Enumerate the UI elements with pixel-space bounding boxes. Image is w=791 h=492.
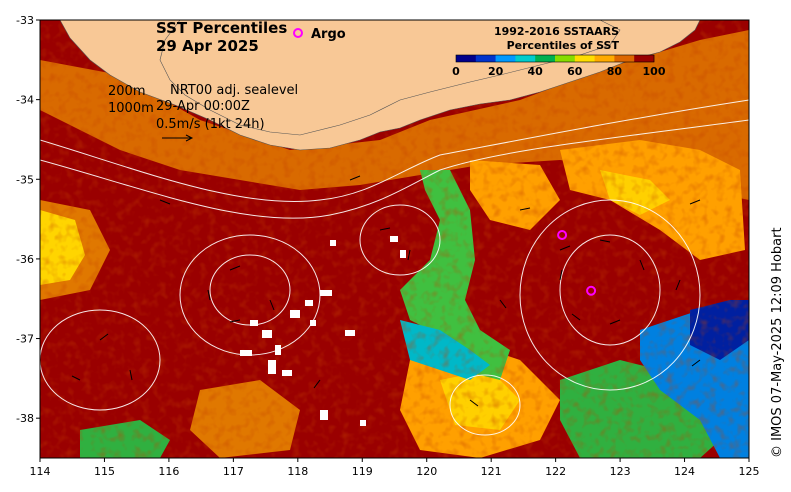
colorbar-frame xyxy=(455,54,655,63)
y-tick-label: -34 xyxy=(16,94,34,107)
argo-legend-icon xyxy=(293,28,303,38)
x-tick-label: 125 xyxy=(739,465,760,478)
plot-frame xyxy=(39,19,750,459)
colorbar-segment xyxy=(475,55,496,62)
x-tick-label: 121 xyxy=(481,465,502,478)
x-tick-label: 118 xyxy=(287,465,308,478)
colorbar-tick-label: 20 xyxy=(488,65,504,78)
x-tick-label: 124 xyxy=(674,465,695,478)
sealevel-contours xyxy=(40,99,749,436)
colorbar-tick-label: 0 xyxy=(452,65,460,78)
x-tick-label: 123 xyxy=(610,465,631,478)
info-nrt: NRT00 adj. sealevel xyxy=(170,83,298,98)
colorbar-segment xyxy=(614,55,635,62)
colorbar-segment xyxy=(515,55,536,62)
y-tick-label: -38 xyxy=(16,412,34,425)
credit-text: © IMOS 07-May-2025 12:09 Hobart xyxy=(770,227,785,458)
argo-markers xyxy=(557,230,597,296)
colorbar-segment xyxy=(634,55,655,62)
x-tick-label: 117 xyxy=(223,465,244,478)
colorbar-segment xyxy=(555,55,576,62)
colorbar-tick-label: 100 xyxy=(643,65,666,78)
y-tick-label: -36 xyxy=(16,253,34,266)
argo-legend-label: Argo xyxy=(311,27,346,42)
y-tick-label: -35 xyxy=(16,173,34,186)
y-tick-label: -33 xyxy=(16,14,34,27)
colorbar xyxy=(455,54,655,63)
x-tick-label: 114 xyxy=(30,465,51,478)
colorbar-segment xyxy=(495,55,516,62)
info-velocity-scale: 0.5m/s (1kt 24h) xyxy=(156,117,265,132)
x-tick-label: 122 xyxy=(545,465,566,478)
legend-title-2: Percentiles of SST xyxy=(507,39,620,52)
colorbar-tick-label: 60 xyxy=(567,65,583,78)
colorbar-segment xyxy=(456,55,477,62)
x-tick-label: 119 xyxy=(352,465,373,478)
x-tick-label: 115 xyxy=(94,465,115,478)
colorbar-ticks: 0 20 40 60 80 100 xyxy=(452,65,666,78)
x-tick-label: 116 xyxy=(158,465,179,478)
info-1000m: 1000m xyxy=(108,101,154,116)
colorbar-tick-label: 80 xyxy=(607,65,623,78)
velocity-arrows xyxy=(71,175,701,407)
y-axis: -33 -34 -35 -36 -37 -38 xyxy=(16,14,40,425)
land-australia-west xyxy=(159,19,621,136)
colorbar-segment xyxy=(574,55,595,62)
argo-float-marker xyxy=(557,230,568,241)
info-200m: 200m xyxy=(108,84,145,99)
colorbar-tick-label: 40 xyxy=(528,65,544,78)
velocity-scale-arrowhead xyxy=(185,134,194,142)
cloud-gaps xyxy=(240,236,406,426)
x-tick-label: 120 xyxy=(416,465,437,478)
y-tick-label: -37 xyxy=(16,333,34,346)
colorbar-segment xyxy=(535,55,556,62)
argo-float-marker xyxy=(586,285,597,296)
info-time: 29-Apr 00:00Z xyxy=(156,99,250,114)
colorbar-segment xyxy=(594,55,615,62)
legend-title-1: 1992-2016 SSTAARS xyxy=(494,25,619,38)
x-axis: 114 115 116 117 118 119 120 121 122 123 124 125 xyxy=(30,458,760,478)
map-date: 29 Apr 2025 xyxy=(156,37,259,55)
map-title: SST Percentiles xyxy=(156,19,287,37)
